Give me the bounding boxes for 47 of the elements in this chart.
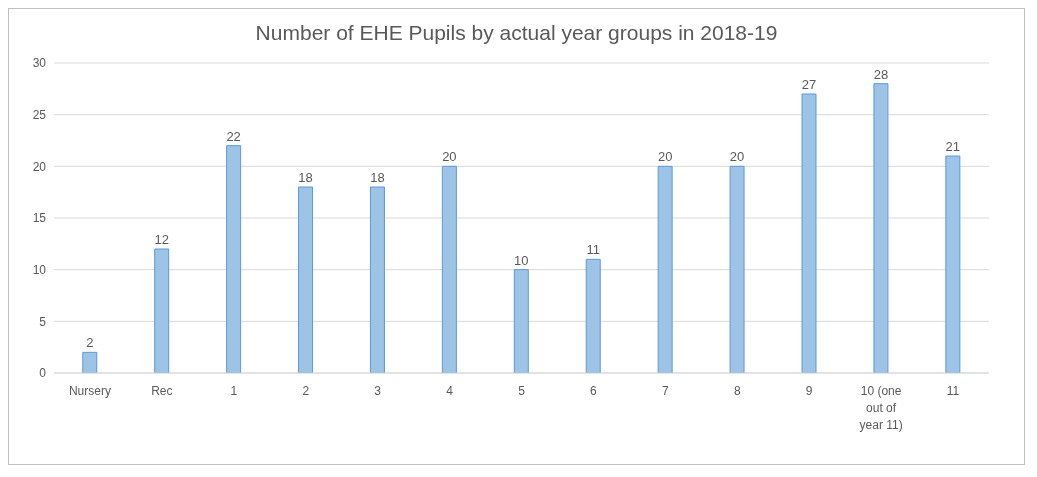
data-label: 11 [586,242,600,258]
x-tick-label: Rec [151,384,173,398]
data-label: 28 [873,66,889,82]
data-label: 21 [945,139,961,154]
data-label: 20 [442,149,457,165]
x-tick-label: 11 [946,384,960,398]
x-tick-label: 7 [662,384,669,398]
y-tick-label: 15 [32,211,47,226]
x-tick-label: 5 [518,384,526,398]
bar [945,155,961,373]
bar [801,93,817,373]
data-label: 18 [298,170,313,185]
y-tick-label: 5 [39,314,47,329]
data-label: 18 [370,170,385,185]
data-label: 2 [86,335,94,351]
x-tick-label: 2 [302,384,310,398]
y-tick-label: 25 [32,107,47,122]
x-tick-label: 3 [374,384,382,398]
y-tick-label: 30 [32,56,47,71]
bar [657,165,673,373]
data-label: 10 [514,252,529,268]
bar [873,83,889,373]
bar [298,186,314,373]
bar [729,165,745,373]
y-tick-label: 10 [32,262,47,277]
chart-title: Number of EHE Pupils by actual year groups in 2018-19 [254,21,779,45]
bar [513,269,529,373]
data-label: 12 [154,232,169,247]
data-label: 20 [729,149,745,165]
data-label: 20 [657,149,673,165]
bar [154,248,170,373]
bar [226,145,242,373]
y-tick-label: 20 [32,159,47,174]
bar [369,186,385,373]
data-label: 22 [226,128,241,144]
x-tick-label: 10 (one out of year 11) [859,384,903,432]
x-tick-label: 9 [805,384,813,398]
bar [441,165,457,373]
bar [82,351,98,373]
x-tick-label: 4 [446,384,454,398]
bar [585,258,601,373]
x-tick-label: 1 [230,384,238,398]
data-label: 27 [801,77,817,92]
x-tick-label: Nursery [68,384,111,398]
x-tick-label: 6 [590,384,598,398]
y-tick-label: 0 [39,366,47,381]
x-tick-label: 8 [733,384,741,398]
